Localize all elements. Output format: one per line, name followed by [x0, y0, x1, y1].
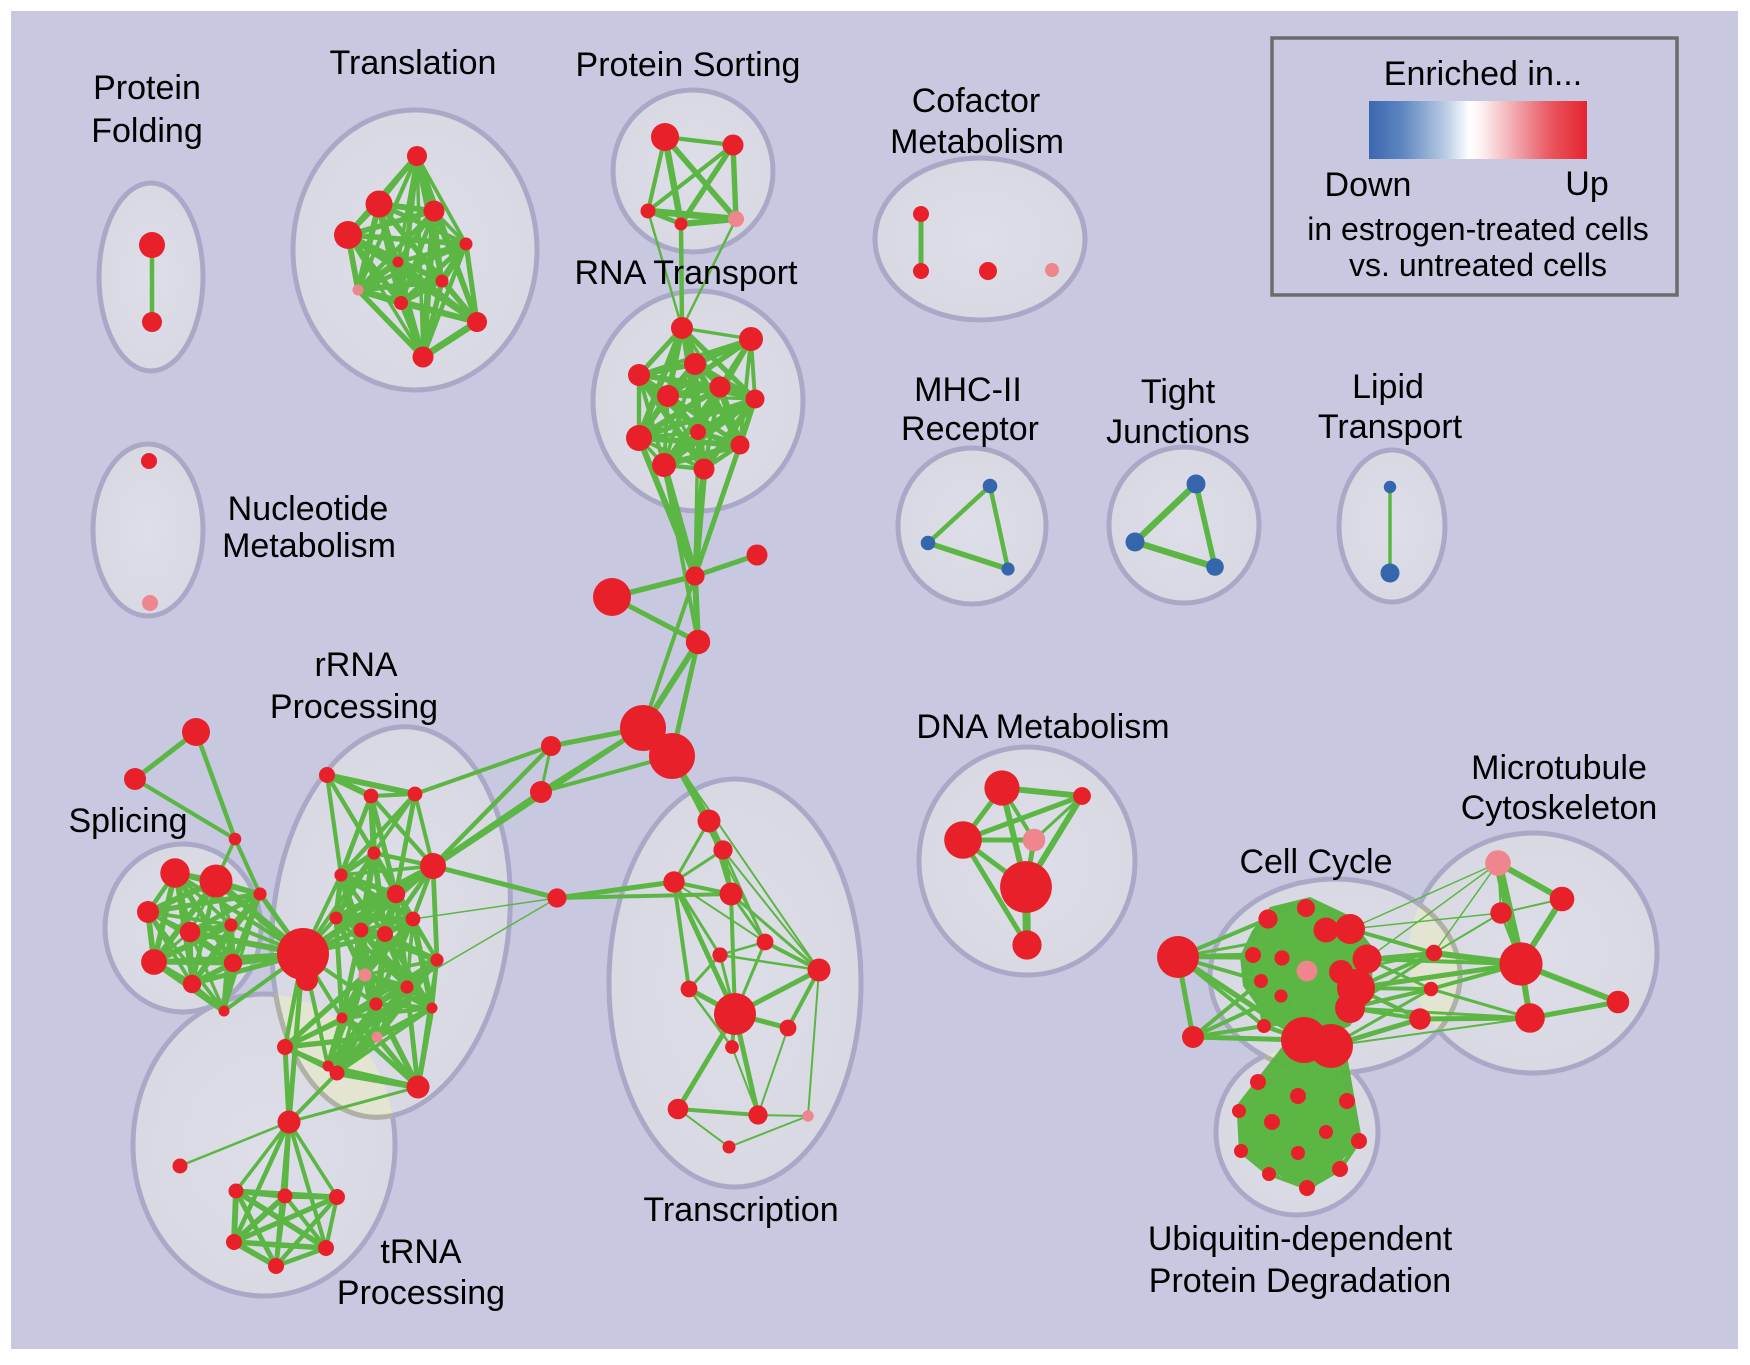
svg-text:Protein Degradation: Protein Degradation	[1149, 1262, 1451, 1300]
svg-text:Tight: Tight	[1141, 373, 1216, 411]
svg-text:MHC-II: MHC-II	[914, 371, 1022, 409]
svg-text:DNA Metabolism: DNA Metabolism	[916, 708, 1169, 746]
svg-text:Up: Up	[1565, 165, 1608, 203]
svg-text:Transport: Transport	[1318, 408, 1463, 446]
svg-text:Enriched in...: Enriched in...	[1384, 55, 1582, 93]
svg-text:Receptor: Receptor	[901, 410, 1039, 448]
svg-text:vs. untreated cells: vs. untreated cells	[1349, 247, 1607, 283]
svg-text:in estrogen-treated cells: in estrogen-treated cells	[1307, 211, 1649, 247]
svg-text:Splicing: Splicing	[68, 802, 187, 840]
svg-text:Cytoskeleton: Cytoskeleton	[1461, 789, 1658, 827]
svg-text:Cell Cycle: Cell Cycle	[1239, 843, 1392, 881]
svg-text:Down: Down	[1325, 166, 1412, 204]
svg-text:Cofactor: Cofactor	[912, 82, 1041, 120]
svg-text:Protein: Protein	[93, 69, 201, 107]
svg-text:Lipid: Lipid	[1352, 368, 1424, 406]
svg-text:Ubiquitin-dependent: Ubiquitin-dependent	[1148, 1220, 1453, 1258]
svg-text:Folding: Folding	[91, 112, 203, 150]
svg-text:Nucleotide: Nucleotide	[228, 490, 389, 528]
svg-text:Translation: Translation	[330, 44, 497, 82]
svg-text:Processing: Processing	[337, 1274, 505, 1312]
svg-text:rRNA: rRNA	[314, 646, 397, 684]
svg-text:Processing: Processing	[270, 688, 438, 726]
svg-text:RNA Transport: RNA Transport	[575, 254, 799, 292]
svg-text:tRNA: tRNA	[380, 1233, 462, 1271]
svg-text:Protein Sorting: Protein Sorting	[576, 46, 801, 84]
svg-text:Metabolism: Metabolism	[222, 527, 396, 565]
svg-text:Transcription: Transcription	[643, 1191, 838, 1229]
svg-text:Microtubule: Microtubule	[1471, 749, 1647, 787]
svg-text:Junctions: Junctions	[1106, 413, 1250, 451]
svg-text:Metabolism: Metabolism	[890, 123, 1064, 161]
